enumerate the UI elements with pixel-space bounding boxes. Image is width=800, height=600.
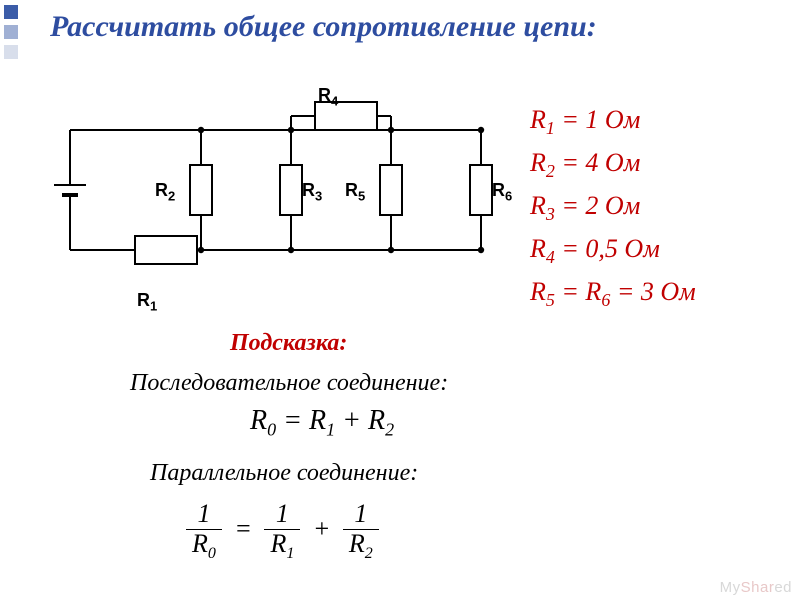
bullet-3 bbox=[4, 45, 18, 59]
label-r2: R2 bbox=[155, 180, 175, 204]
given-values: R1 = 1 Ом R2 = 4 Ом R3 = 2 Ом R4 = 0,5 О… bbox=[530, 100, 696, 315]
given-r4: R4 = 0,5 Ом bbox=[530, 229, 696, 272]
bullet-1 bbox=[4, 5, 18, 19]
given-r2: R2 = 4 Ом bbox=[530, 143, 696, 186]
circuit-diagram: R1 R2 R3 R4 R5 R6 bbox=[40, 80, 520, 325]
frac-1: 1 R0 bbox=[186, 500, 222, 562]
page-title: Рассчитать общее сопротивление цепи: bbox=[50, 10, 597, 44]
series-formula-text: R0 = R1 + R2 bbox=[250, 405, 394, 436]
frac-3: 1 R2 bbox=[343, 500, 379, 562]
label-r5: R5 bbox=[345, 180, 365, 204]
circuit-svg bbox=[40, 80, 520, 320]
label-r4: R4 bbox=[318, 85, 338, 109]
hint-label: Подсказка: bbox=[230, 330, 347, 357]
label-r6: R6 bbox=[492, 180, 512, 204]
parallel-formula: 1 R0 = 1 R1 + 1 R2 bbox=[180, 500, 385, 562]
bullet-2 bbox=[4, 25, 18, 39]
series-label: Последовательное соединение: bbox=[130, 370, 448, 397]
watermark: MyShared bbox=[720, 579, 792, 596]
series-formula: R0 = R1 + R2 bbox=[250, 405, 394, 441]
given-r5r6: R5 = R6 = 3 Ом bbox=[530, 272, 696, 315]
given-r1: R1 = 1 Ом bbox=[530, 100, 696, 143]
label-r3: R3 bbox=[302, 180, 322, 204]
given-r3: R3 = 2 Ом bbox=[530, 186, 696, 229]
label-r1: R1 bbox=[137, 290, 157, 314]
slide-bullets bbox=[4, 5, 18, 65]
parallel-label: Параллельное соединение: bbox=[150, 460, 418, 487]
frac-2: 1 R1 bbox=[264, 500, 300, 562]
